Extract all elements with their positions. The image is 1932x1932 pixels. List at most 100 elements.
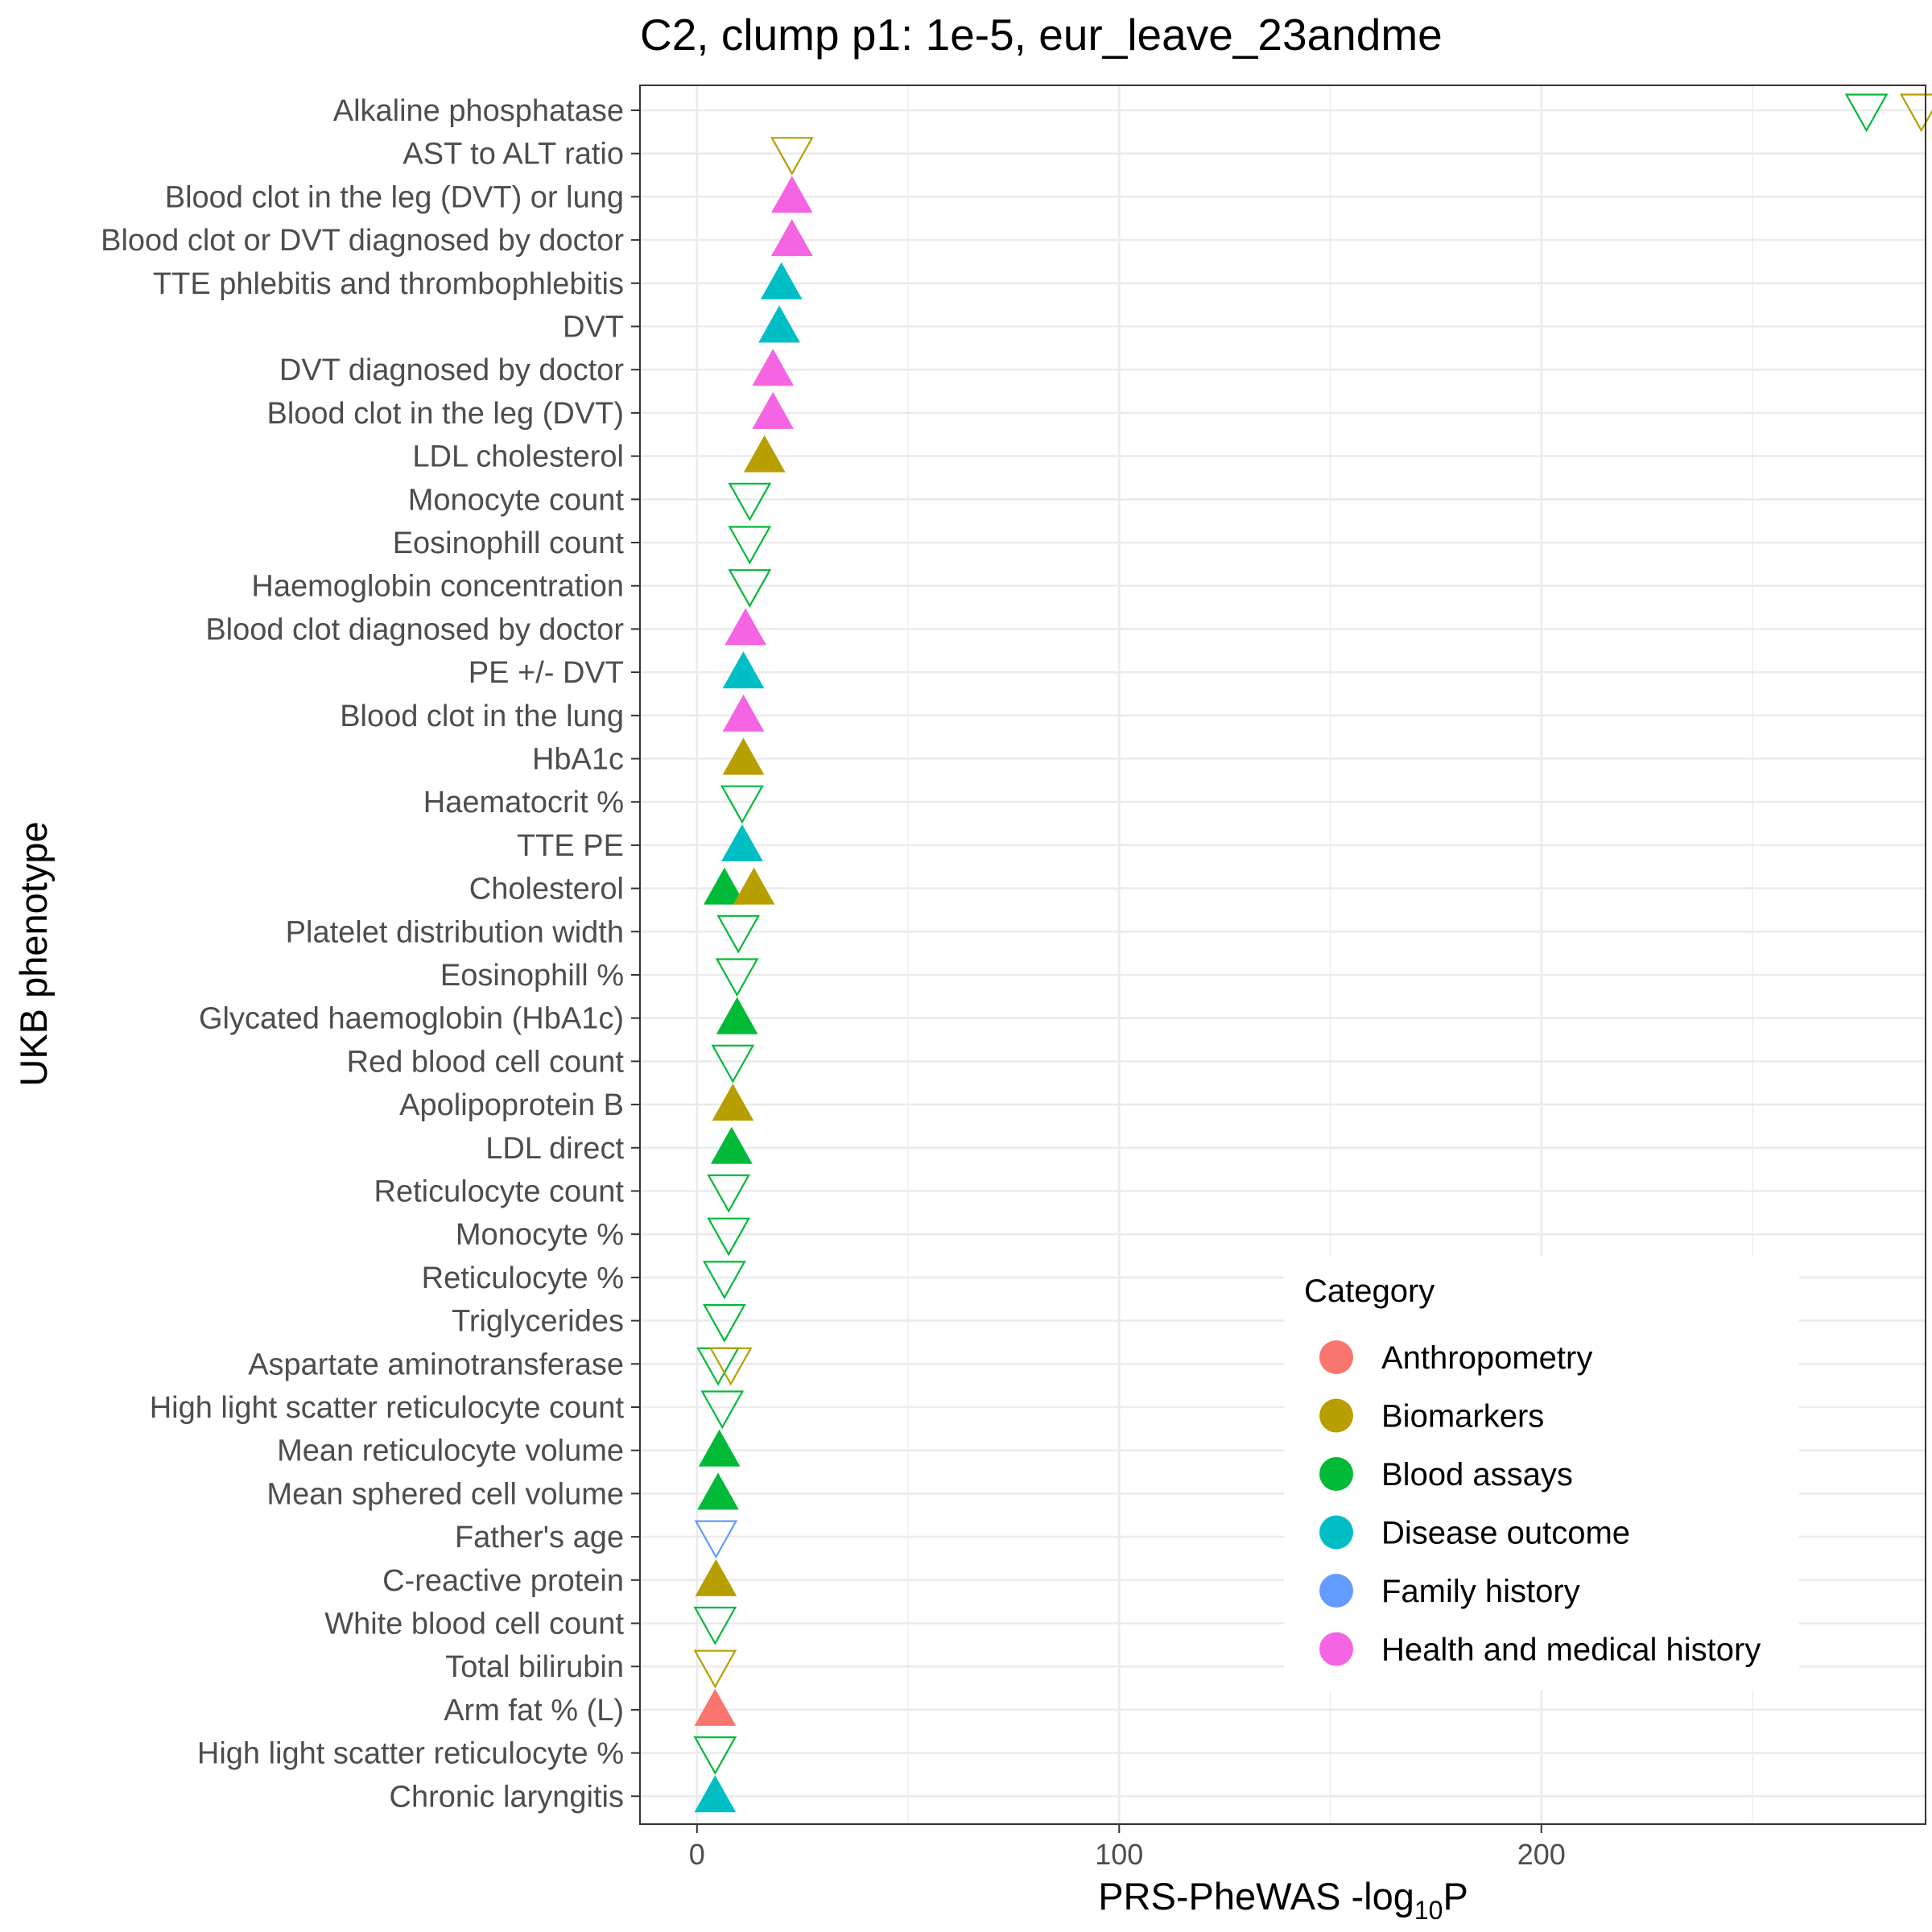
x-tick-label: 200 xyxy=(1517,1838,1566,1871)
x-tick-label: 0 xyxy=(689,1838,705,1871)
y-tick-label: DVT diagnosed by doctor xyxy=(279,353,624,387)
data-point xyxy=(711,1044,755,1084)
y-tick-label: Reticulocyte % xyxy=(422,1261,624,1295)
y-tick-label: Haemoglobin concentration xyxy=(251,570,624,604)
legend-label: Anthropometry xyxy=(1381,1340,1592,1376)
x-axis-title-main: PRS-PheWAS -log xyxy=(1098,1875,1414,1918)
y-tick-label: Blood clot in the leg (DVT) xyxy=(266,397,624,431)
y-tick-label: Blood clot diagnosed by doctor xyxy=(205,613,624,646)
y-axis: Alkaline phosphatase AST to ALT ratio Bloo… xyxy=(101,94,640,1814)
data-point xyxy=(698,1429,741,1467)
y-tick-label: Reticulocyte count xyxy=(374,1175,625,1209)
legend-items: Anthropometry Biomarkers Blood assays Disea… xyxy=(1319,1340,1761,1668)
x-axis-title: PRS-PheWAS -log10P xyxy=(1098,1875,1468,1925)
y-tick-label: Eosinophill % xyxy=(440,959,624,993)
y-tick-label: High light scatter reticulocyte % xyxy=(197,1737,624,1771)
legend-swatch xyxy=(1319,1340,1353,1374)
y-tick-label: Father's age xyxy=(455,1521,624,1554)
y-tick-label: Chronic laryngitis xyxy=(390,1780,624,1814)
y-tick-label: Mean sphered cell volume xyxy=(266,1477,624,1511)
data-point xyxy=(694,1775,737,1813)
data-point xyxy=(722,651,765,689)
chart-title: C2, clump p1: 1e-5, eur_leave_23andme xyxy=(640,10,1443,60)
data-point xyxy=(707,1174,751,1213)
data-point xyxy=(770,137,814,175)
legend-label: Health and medical history xyxy=(1381,1633,1761,1668)
y-tick-label: TTE phlebitis and thrombophlebitis xyxy=(153,267,624,301)
legend-swatch xyxy=(1319,1574,1353,1608)
data-point xyxy=(770,175,813,213)
data-point xyxy=(1844,93,1889,133)
data-point xyxy=(693,1649,737,1689)
legend: Category Anthropometry Biomarkers Blood as… xyxy=(1284,1256,1799,1690)
y-tick-label: Triglycerides xyxy=(452,1305,624,1339)
y-tick-label: Blood clot in the leg (DVT) or lung xyxy=(165,180,624,214)
data-point xyxy=(760,262,803,299)
y-tick-label: Blood clot or DVT diagnosed by doctor xyxy=(101,224,624,258)
data-point xyxy=(724,608,766,646)
legend-label: Disease outcome xyxy=(1381,1516,1630,1551)
y-tick-label: Total bilirubin xyxy=(445,1650,624,1684)
x-axis: 0 100 200 xyxy=(689,1824,1566,1871)
y-tick-label: Monocyte % xyxy=(456,1218,624,1252)
data-point xyxy=(728,526,772,565)
data-point xyxy=(733,867,775,905)
data-point xyxy=(722,737,765,775)
legend-swatch xyxy=(1319,1515,1353,1550)
y-tick-label: AST to ALT ratio xyxy=(402,138,624,171)
data-point xyxy=(758,305,800,343)
y-tick-label: High light scatter reticulocyte count xyxy=(150,1391,625,1425)
y-tick-label: Arm fat % (L) xyxy=(444,1694,624,1728)
y-tick-label: LDL cholesterol xyxy=(412,440,624,474)
y-tick-label: Cholesterol xyxy=(469,873,624,906)
y-tick-label: Eosinophill count xyxy=(393,526,625,560)
data-point xyxy=(694,1688,737,1726)
legend-title: Category xyxy=(1304,1274,1435,1309)
y-tick-label: White blood cell count xyxy=(324,1608,624,1641)
data-point xyxy=(715,958,759,997)
data-point xyxy=(721,824,763,861)
y-tick-label: Mean reticulocyte volume xyxy=(277,1435,624,1468)
legend-swatch xyxy=(1319,1632,1353,1666)
y-tick-label: Alkaline phosphatase xyxy=(333,94,624,128)
y-tick-label: Blood clot in the lung xyxy=(340,700,624,733)
y-tick-label: Haematocrit % xyxy=(423,786,624,819)
data-point xyxy=(693,1736,737,1775)
data-point xyxy=(710,1126,753,1164)
x-tick-label: 100 xyxy=(1095,1838,1143,1871)
data-point xyxy=(716,914,761,954)
data-point xyxy=(694,1520,738,1559)
data-point xyxy=(707,1217,751,1257)
data-point xyxy=(712,1084,754,1121)
y-tick-label: DVT xyxy=(563,311,624,345)
x-axis-title-suffix: P xyxy=(1443,1875,1468,1918)
data-point xyxy=(728,482,772,522)
y-tick-label: Monocyte count xyxy=(408,483,625,517)
data-points xyxy=(693,93,1932,1813)
data-point xyxy=(1899,93,1932,133)
legend-swatch xyxy=(1319,1457,1353,1491)
data-point xyxy=(743,435,786,473)
x-axis-title-subscript: 10 xyxy=(1414,1896,1443,1925)
data-point xyxy=(703,1261,746,1300)
data-point xyxy=(708,1347,753,1386)
legend-label: Family history xyxy=(1381,1574,1580,1609)
y-tick-label: PE +/- DVT xyxy=(469,656,624,690)
y-tick-label: Aspartate aminotransferase xyxy=(248,1348,624,1381)
data-point xyxy=(752,349,795,386)
data-point xyxy=(752,391,795,429)
data-point xyxy=(728,569,772,608)
data-point xyxy=(770,219,813,257)
data-point xyxy=(703,1304,746,1343)
y-tick-label: C-reactive protein xyxy=(382,1564,624,1598)
y-tick-label: Red blood cell count xyxy=(347,1045,625,1079)
data-point xyxy=(720,785,764,824)
y-tick-label: Glycated haemoglobin (HbA1c) xyxy=(199,1002,624,1036)
y-tick-label: HbA1c xyxy=(532,743,624,777)
y-tick-label: Platelet distribution width xyxy=(286,915,624,949)
data-point xyxy=(697,1472,739,1510)
y-axis-title: UKB phenotype xyxy=(12,821,55,1086)
data-point xyxy=(722,694,765,732)
data-point xyxy=(716,997,758,1034)
